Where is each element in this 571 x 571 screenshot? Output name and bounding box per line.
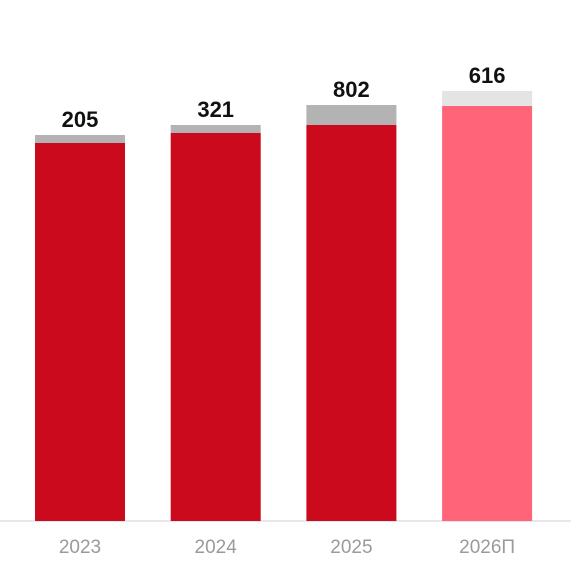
- bar-cap-2023: [35, 135, 125, 143]
- data-label-2024: 321: [197, 97, 234, 122]
- data-label-2023: 205: [62, 107, 99, 132]
- x-tick-label-2025: 2025: [330, 537, 372, 558]
- bar-2023: [35, 143, 125, 521]
- x-tick-label-2026П: 2026П: [459, 537, 515, 558]
- x-tick-label-2023: 2023: [59, 537, 101, 558]
- bar-2026П: [442, 106, 533, 521]
- x-tick-label-2024: 2024: [195, 537, 238, 558]
- data-label-2025: 802: [333, 77, 370, 102]
- bar-cap-2025: [306, 105, 397, 125]
- bar-2024: [170, 133, 261, 521]
- bar-cap-2024: [170, 125, 261, 133]
- bar-2025: [306, 125, 397, 521]
- bar-cap-2026П: [442, 91, 533, 106]
- data-label-2026П: 616: [469, 63, 506, 88]
